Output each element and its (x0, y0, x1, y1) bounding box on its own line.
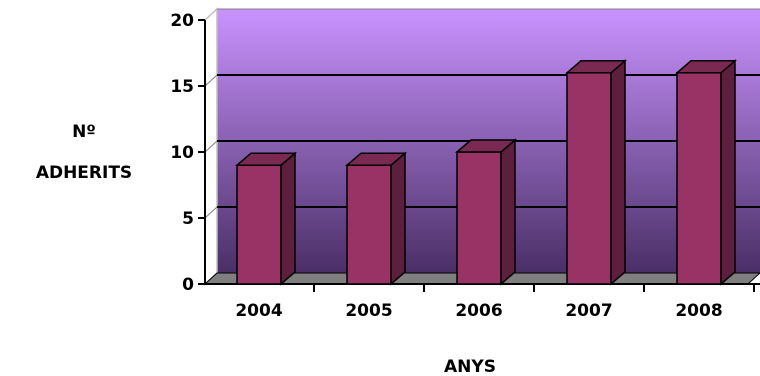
bar-front-2005 (346, 164, 392, 285)
bar-side-2007 (610, 59, 626, 286)
x-tick-label-2005: 2005 (345, 301, 392, 321)
bar-2004 (234, 151, 298, 286)
bar-top-2006 (454, 139, 518, 153)
y-tick-label-20: 20 (170, 11, 194, 31)
bar-front-2006 (456, 151, 502, 285)
y-tick-label-5: 5 (182, 209, 194, 229)
x-tick-label-2008: 2008 (675, 301, 722, 321)
bar-front-2004 (236, 164, 282, 285)
gridline-side-15 (204, 74, 218, 87)
x-tick-labels: 2004 2005 2006 2007 2008 (235, 284, 755, 321)
bar-top-2008 (674, 60, 738, 74)
bar-front-2008 (676, 72, 722, 285)
bar-2006 (454, 138, 518, 286)
y-axis-title-line-2: ADHERITS (36, 163, 132, 183)
bar-side-2006 (500, 138, 516, 286)
bar-side-2008 (720, 59, 736, 286)
x-tick-label-2007: 2007 (565, 301, 612, 321)
bar-front-2007 (566, 72, 612, 285)
x-axis-title: ANYS (444, 357, 496, 376)
x-tick-label-2006: 2006 (455, 301, 502, 321)
bar-2007 (564, 59, 628, 286)
bar-top-2004 (234, 152, 298, 166)
bar-2008 (674, 59, 738, 286)
y-tick-label-0: 0 (182, 275, 194, 295)
bar-2005 (344, 151, 408, 286)
bar-top-2007 (564, 60, 628, 74)
y-axis-title-line-1: Nº (72, 122, 96, 142)
x-tick-label-2004: 2004 (235, 301, 282, 321)
y-tick-label-15: 15 (170, 77, 194, 97)
gridline-side-10 (204, 140, 218, 153)
y-tick-labels: 0 5 10 15 20 (170, 11, 194, 295)
bars (234, 59, 738, 286)
gridline-side-5 (204, 206, 218, 219)
bar-side-2004 (280, 151, 296, 286)
bar-side-2005 (390, 151, 406, 286)
bar-top-2005 (344, 152, 408, 166)
y-tick-label-10: 10 (170, 143, 194, 163)
